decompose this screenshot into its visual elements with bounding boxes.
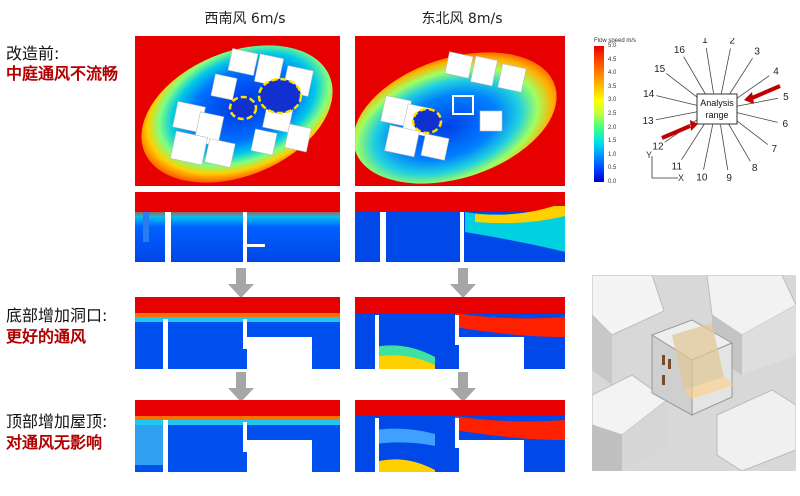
- down-arrow-icon: [228, 372, 254, 402]
- section-bottom-openings-southwest: [135, 297, 340, 375]
- rose-direction-line: [703, 124, 714, 170]
- legend-ticks: 5.0 4.5 4.0 3.5 3.0 2.5 2.0 1.5 1.0 0.5 0.0: [608, 43, 632, 185]
- column-title-northeast: 东北风 8m/s: [421, 11, 503, 27]
- rose-direction-label: 15: [654, 64, 666, 75]
- legend-colorbar: [594, 46, 604, 182]
- section-bottom-openings-northeast: [355, 297, 565, 375]
- rose-direction-label: 7: [772, 144, 778, 155]
- row3-label: 顶部增加屋顶:: [6, 412, 108, 431]
- rose-direction-label: 9: [726, 173, 732, 184]
- rose-direction-label: 3: [754, 47, 760, 58]
- section-top-roof-southwest: [135, 400, 340, 478]
- rose-axis-y: Y: [646, 150, 652, 160]
- row1-conclusion: 中庭通风不流畅: [6, 64, 119, 83]
- rose-center-label-2: range: [705, 110, 728, 120]
- rose-direction-label: 4: [773, 66, 779, 77]
- legend-tick: 1.0: [608, 151, 617, 158]
- rose-direction-line: [683, 56, 707, 96]
- rose-direction-line: [656, 95, 698, 106]
- rose-direction-line: [736, 112, 778, 123]
- row2-label: 底部增加洞口:: [6, 306, 108, 325]
- rose-direction-label: 2: [729, 38, 735, 47]
- legend-tick: 3.5: [608, 83, 617, 90]
- down-arrow-icon: [450, 268, 476, 298]
- rose-center-label-1: Analysis: [700, 98, 734, 108]
- legend-tick: 5.0: [608, 43, 617, 49]
- wind-direction-diagram: Analysis range Y X 1 2 3 4 5 6 7 8 9 10 11 12 13 14 15…: [640, 38, 795, 186]
- rose-direction-line: [655, 111, 698, 121]
- rose-direction-line: [720, 48, 731, 94]
- rose-direction-label: 10: [696, 172, 708, 183]
- plan-view-southwest: [135, 36, 340, 186]
- plan-view-northeast: [355, 36, 565, 186]
- building-3d-render: [592, 275, 796, 471]
- rose-direction-label: 6: [783, 119, 789, 130]
- rose-direction-line: [665, 73, 701, 101]
- down-arrow-icon: [450, 372, 476, 402]
- legend-tick: 4.0: [608, 70, 617, 77]
- rose-direction-label: 14: [643, 89, 655, 100]
- rose-direction-label: 11: [672, 161, 683, 172]
- section-top-roof-northeast: [355, 400, 565, 478]
- rose-direction-line: [728, 57, 753, 97]
- rose-direction-line: [681, 121, 706, 161]
- legend-tick: 0.0: [608, 179, 617, 185]
- rose-direction-label: 8: [752, 163, 758, 174]
- legend-tick: 4.5: [608, 56, 617, 63]
- rose-direction-label: 5: [783, 92, 789, 103]
- rose-direction-line: [727, 122, 751, 162]
- row1-label: 改造前:: [6, 44, 60, 63]
- rose-axis-x: X: [678, 173, 684, 183]
- legend-tick: 0.5: [608, 165, 617, 172]
- down-arrow-icon: [228, 268, 254, 298]
- row3-conclusion: 对通风无影响: [6, 433, 103, 452]
- rose-direction-label: 13: [643, 116, 655, 127]
- legend-tick: 2.0: [608, 124, 617, 131]
- legend-tick: 3.0: [608, 97, 617, 104]
- row2-conclusion: 更好的通风: [6, 327, 87, 346]
- section-before-northeast: [355, 192, 565, 270]
- rose-direction-line: [733, 117, 769, 145]
- rose-direction-label: 16: [674, 45, 686, 56]
- rose-direction-line: [736, 97, 779, 107]
- section-before-southwest: [135, 192, 340, 270]
- legend-title: Flow speed m/s: [594, 38, 637, 44]
- rose-direction-line: [705, 47, 714, 94]
- legend-tick: 1.5: [608, 138, 617, 145]
- rose-direction-label: 12: [652, 142, 664, 153]
- rose-direction-label: 1: [702, 38, 708, 46]
- rose-direction-line: [720, 124, 729, 171]
- column-title-southwest: 西南风 6m/s: [204, 11, 286, 27]
- legend-tick: 2.5: [608, 111, 617, 117]
- rose-direction-line: [733, 75, 770, 101]
